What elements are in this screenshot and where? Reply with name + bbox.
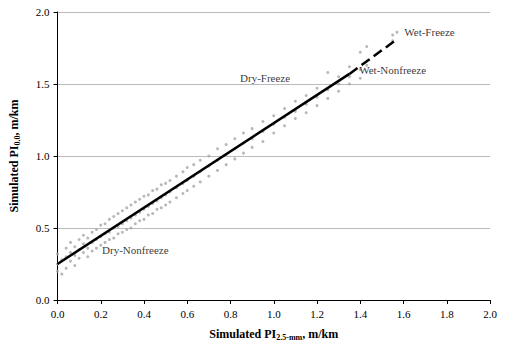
svg-text:Simulated PI: Simulated PI	[7, 145, 21, 212]
svg-text:, m/km: , m/km	[302, 327, 338, 341]
svg-text:0.5: 0.5	[36, 222, 50, 234]
svg-text:0.4: 0.4	[137, 308, 151, 320]
svg-text:0.6: 0.6	[180, 308, 194, 320]
svg-text:0.0: 0.0	[36, 294, 50, 306]
svg-text:0.0: 0.0	[51, 308, 65, 320]
svg-text:0.8: 0.8	[224, 308, 238, 320]
svg-text:1.8: 1.8	[440, 308, 454, 320]
svg-text:2.0: 2.0	[36, 6, 50, 18]
svg-text:Dry-Nonfreeze: Dry-Nonfreeze	[102, 244, 169, 256]
svg-text:1.0: 1.0	[36, 150, 50, 162]
svg-text:2.0: 2.0	[483, 308, 497, 320]
svg-text:Wet-Nonfreeze: Wet-Nonfreeze	[359, 64, 426, 76]
svg-text:0.2: 0.2	[94, 308, 108, 320]
svg-text:1.2: 1.2	[310, 308, 324, 320]
svg-text:1.4: 1.4	[353, 308, 367, 320]
svg-text:2.5-mm: 2.5-mm	[276, 333, 302, 342]
svg-text:0.0: 0.0	[13, 135, 22, 145]
svg-text:1.6: 1.6	[397, 308, 411, 320]
svg-text:Wet-Freeze: Wet-Freeze	[404, 26, 455, 38]
svg-text:Simulated PI: Simulated PI	[209, 327, 276, 341]
svg-text:1.0: 1.0	[267, 308, 281, 320]
svg-text:Dry-Freeze: Dry-Freeze	[240, 72, 290, 84]
svg-text:1.5: 1.5	[36, 78, 50, 90]
svg-text:, m/km: , m/km	[7, 99, 21, 135]
